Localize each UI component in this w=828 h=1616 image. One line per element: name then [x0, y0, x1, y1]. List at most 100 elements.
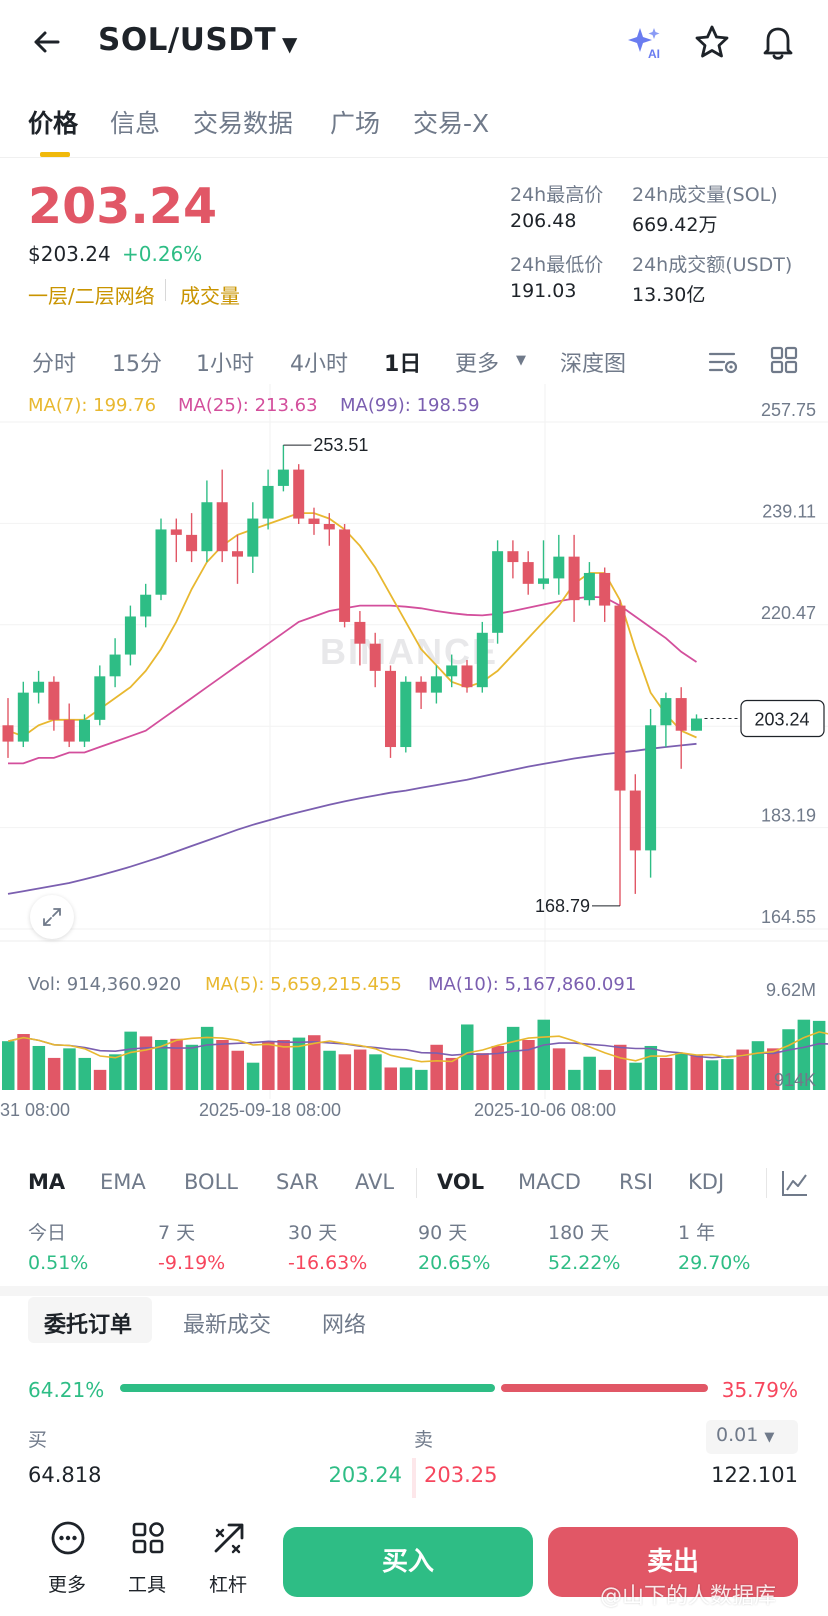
sell-button[interactable]: 卖出: [548, 1527, 798, 1597]
pair-title[interactable]: SOL/USDT: [98, 22, 277, 58]
candle-body: [522, 562, 534, 584]
fullscreen-button[interactable]: [30, 895, 74, 939]
candle-body: [262, 485, 274, 519]
precision-select[interactable]: 0.01 ▼: [706, 1420, 798, 1454]
volume-bar: [338, 1054, 352, 1090]
bid-quantity[interactable]: 64.818: [28, 1463, 102, 1487]
candle-body: [476, 632, 488, 688]
indicator-separator: [766, 1168, 767, 1198]
candle-body: [354, 621, 366, 644]
candle-body: [461, 665, 473, 688]
tab-price[interactable]: 价格: [28, 109, 79, 138]
chart-settings-icon[interactable]: [708, 346, 740, 378]
volume-bar: [308, 1035, 321, 1090]
more-label[interactable]: 更多: [48, 1574, 87, 1596]
depth-bar: [412, 1458, 416, 1498]
depth-chart-tab[interactable]: 深度图: [560, 352, 627, 377]
bid-header: 买: [28, 1429, 48, 1451]
layout-grid-icon[interactable]: [768, 344, 800, 376]
indicator-kdj[interactable]: KDJ: [688, 1170, 725, 1194]
bid-price[interactable]: 203.24: [328, 1463, 402, 1487]
back-arrow-icon[interactable]: [28, 22, 68, 62]
indicator-vol[interactable]: VOL: [437, 1170, 485, 1194]
y-tick-label: 220.47: [761, 603, 816, 623]
low-marker-label: 168.79: [535, 896, 590, 916]
candle-body: [660, 698, 672, 726]
stat-low-value: 191.03: [510, 280, 577, 302]
tab-info[interactable]: 信息: [110, 109, 161, 138]
interval-timeline[interactable]: 分时: [32, 352, 77, 377]
volume-bar: [415, 1069, 428, 1090]
indicator-sar[interactable]: SAR: [276, 1170, 319, 1194]
volume-bar: [537, 1019, 550, 1090]
tab-order-book[interactable]: 委托订单: [44, 1313, 133, 1338]
leverage-label[interactable]: 杠杆: [209, 1574, 248, 1596]
candle-body: [33, 681, 45, 693]
tag-layer[interactable]: 一层/二层网络: [28, 284, 155, 308]
volume-bar: [139, 1036, 153, 1090]
y-tick-label: 257.75: [761, 400, 816, 420]
tab-latest-trades[interactable]: 最新成交: [183, 1313, 272, 1338]
volume-bar: [644, 1045, 658, 1090]
interval-4h[interactable]: 4小时: [290, 352, 348, 377]
indicator-boll[interactable]: BOLL: [184, 1170, 238, 1194]
indicator-ma[interactable]: MA: [28, 1170, 66, 1194]
candle-body: [369, 643, 381, 671]
volume-bar: [323, 1050, 336, 1090]
buy-button[interactable]: 买入: [283, 1527, 533, 1597]
vol-ma10-legend: MA(10): 5,167,860.091: [428, 974, 637, 995]
volume-bar: [812, 1020, 826, 1090]
ai-sparkle-icon[interactable]: AI: [626, 24, 666, 64]
volume-bar: [185, 1044, 199, 1090]
chart-labels: 253.51 168.79 203.24 31 08:00 2025-09-18 08:…: [0, 435, 825, 1120]
interval-15m[interactable]: 15分: [112, 352, 162, 377]
chevron-down-icon[interactable]: ▼: [282, 32, 298, 56]
perf-value-30d: -16.63%: [288, 1252, 368, 1274]
volume-bar: [170, 1038, 183, 1090]
candle-body: [94, 676, 106, 720]
x-tick-label: 2025-10-06 08:00: [474, 1100, 616, 1120]
ask-quantity[interactable]: 122.101: [711, 1463, 798, 1487]
star-icon[interactable]: [692, 22, 732, 62]
leverage-icon[interactable]: [209, 1518, 249, 1558]
perf-label-30d: 30 天: [288, 1222, 338, 1244]
tag-volume[interactable]: 成交量: [180, 284, 240, 308]
chevron-down-icon[interactable]: ▼: [516, 353, 526, 368]
interval-more[interactable]: 更多: [455, 352, 500, 377]
last-price: 203.24: [28, 178, 218, 235]
volume-y-tick: 914K: [774, 1070, 816, 1090]
candle-body: [109, 654, 121, 677]
tab-trade-data[interactable]: 交易数据: [193, 109, 294, 138]
tools-label[interactable]: 工具: [128, 1574, 167, 1596]
volume-y-tick: 9.62M: [766, 980, 816, 1000]
tab-square[interactable]: 广场: [330, 109, 381, 138]
candle-body: [232, 551, 243, 557]
indicator-rsi[interactable]: RSI: [619, 1170, 654, 1194]
volume-bar: [200, 1026, 214, 1090]
stat-vol-usdt-label: 24h成交额(USDT): [632, 254, 793, 276]
interval-1d[interactable]: 1日: [384, 352, 422, 377]
bell-icon[interactable]: [758, 22, 798, 62]
active-tab-indicator: [40, 152, 70, 157]
candle-body: [629, 790, 641, 851]
candle-body: [691, 718, 702, 731]
indicator-ema[interactable]: EMA: [100, 1170, 146, 1194]
candle-body: [599, 572, 611, 606]
source-watermark: @山下的人数据库: [600, 1584, 777, 1609]
more-icon[interactable]: [48, 1518, 88, 1558]
volume-bar: [17, 1034, 30, 1090]
tab-network[interactable]: 网络: [322, 1313, 367, 1338]
indicator-macd[interactable]: MACD: [518, 1170, 581, 1194]
volume-bar: [705, 1060, 719, 1090]
interval-1h[interactable]: 1小时: [196, 352, 254, 377]
ask-price[interactable]: 203.25: [424, 1463, 498, 1487]
volume-bar: [277, 1039, 290, 1090]
candle-body: [170, 529, 182, 535]
indicator-chart-icon[interactable]: [780, 1168, 810, 1198]
tab-trade-x[interactable]: 交易-X: [413, 109, 490, 138]
volume-bar: [522, 1039, 535, 1090]
tools-icon[interactable]: [128, 1518, 168, 1558]
volume-bar: [659, 1057, 673, 1090]
indicator-avl[interactable]: AVL: [355, 1170, 395, 1194]
